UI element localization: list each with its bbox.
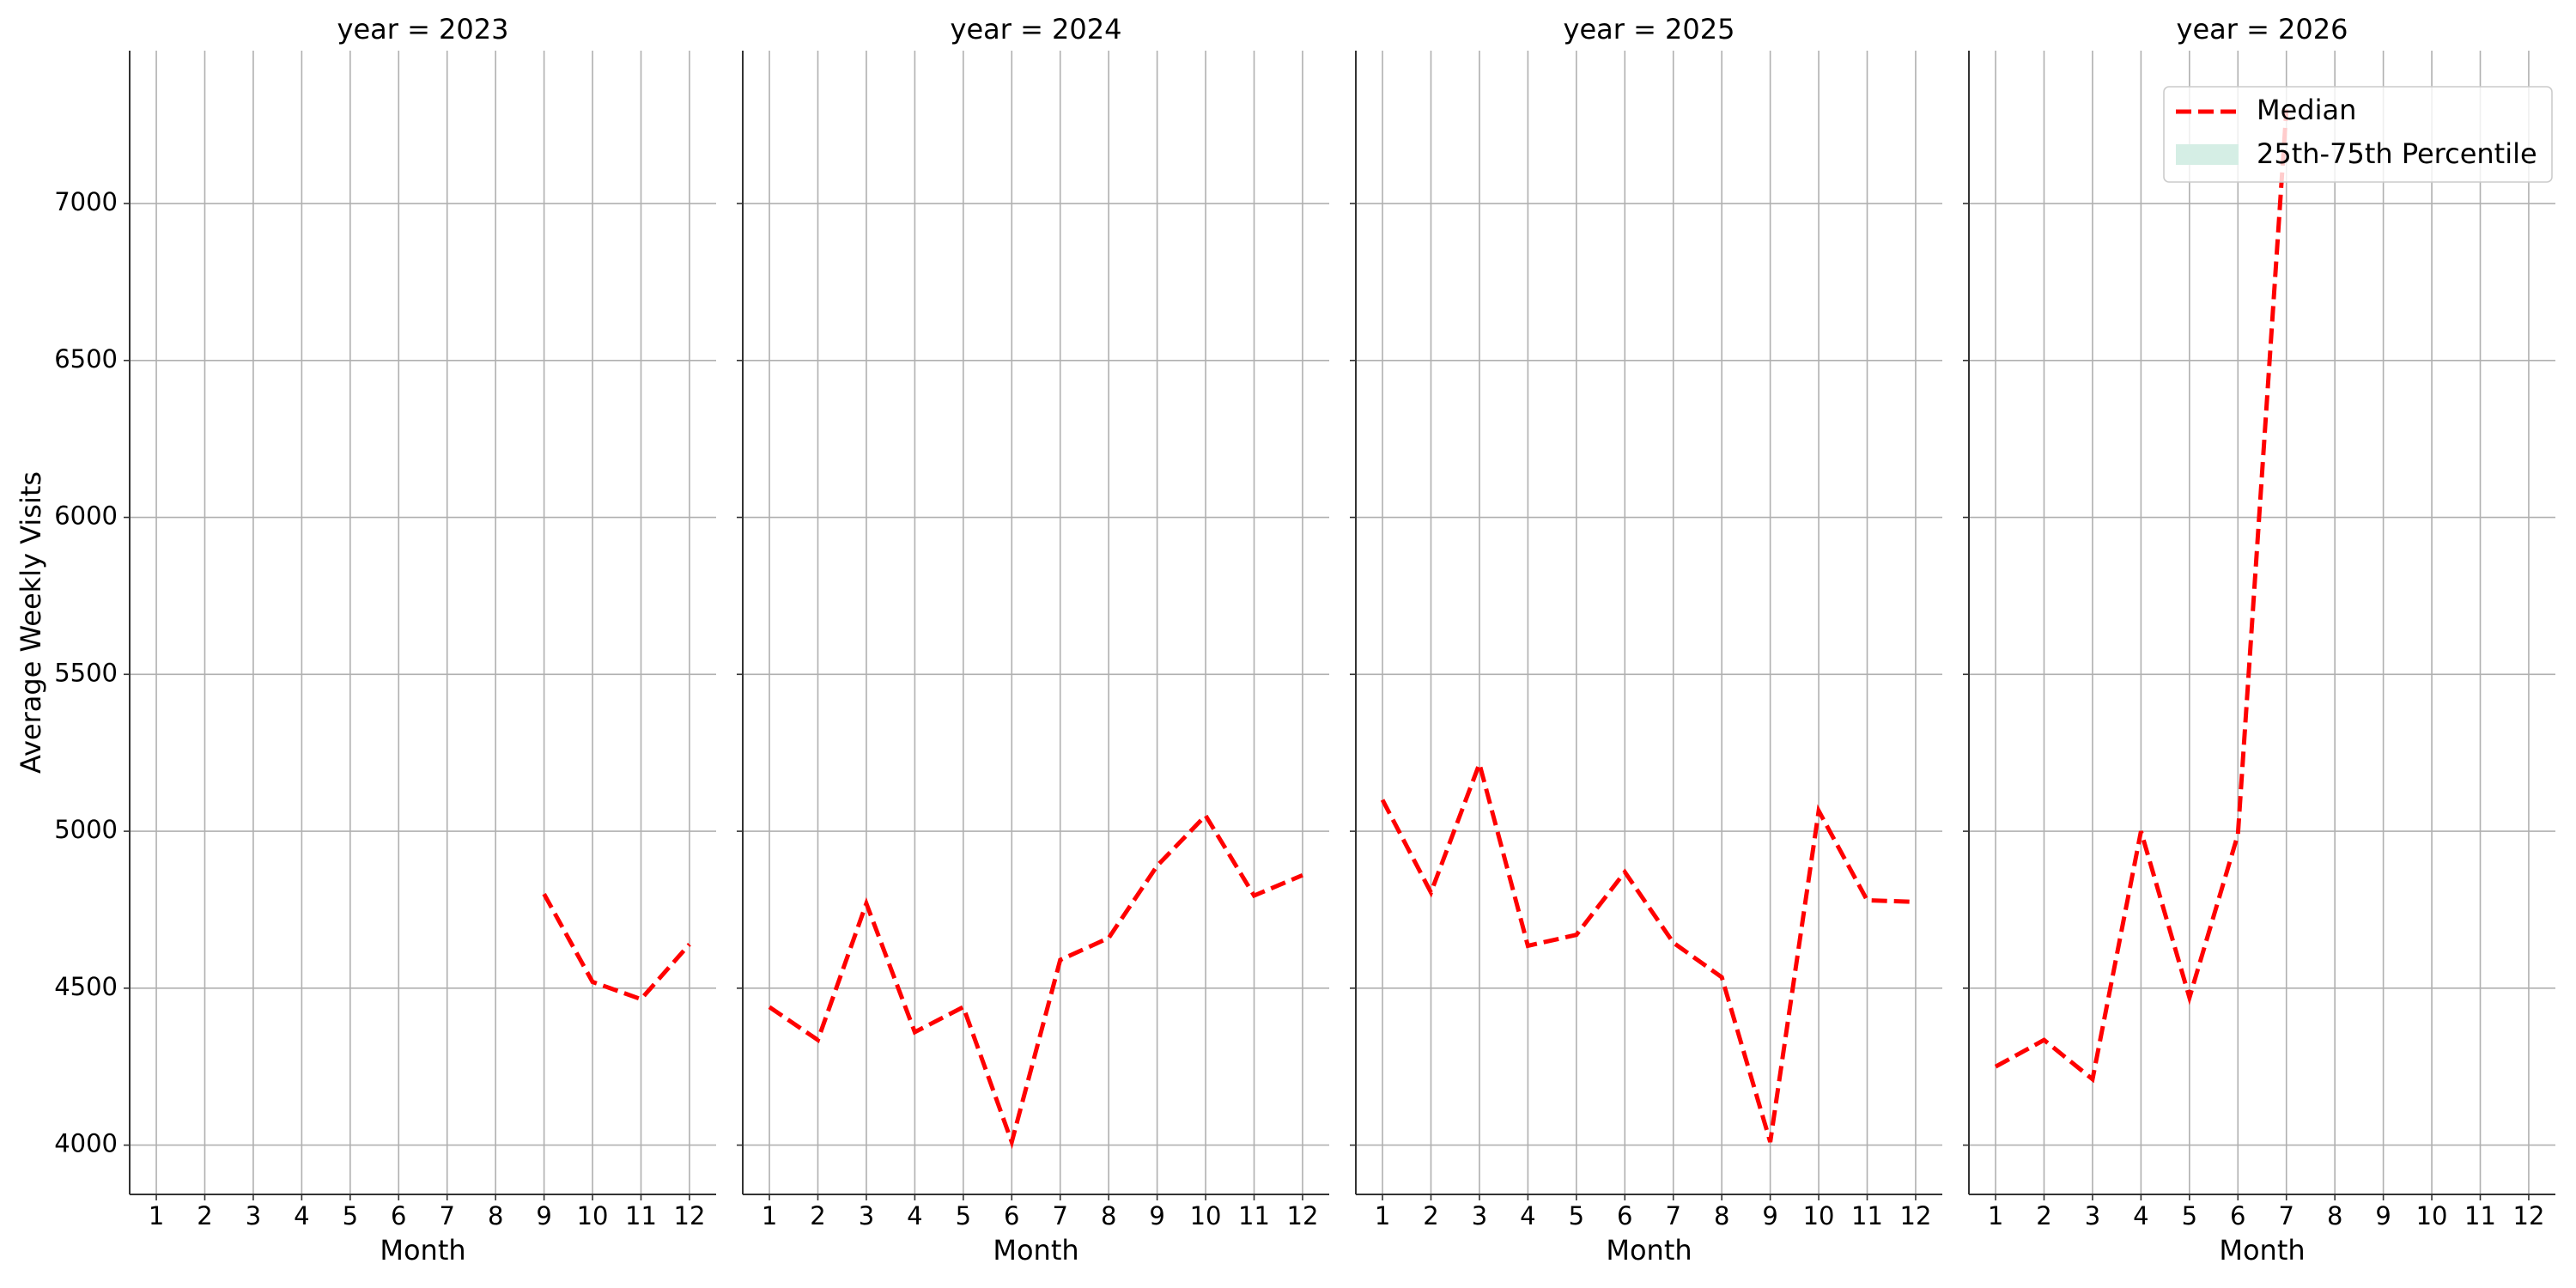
x-tick-label: 5: [1569, 1201, 1584, 1230]
x-tick-label: 12: [674, 1201, 706, 1230]
x-axis-label: Month: [380, 1234, 465, 1267]
x-tick-label: 7: [2278, 1201, 2293, 1230]
y-axis-label: Average Weekly Visits: [15, 471, 47, 774]
x-axis-label: Month: [1606, 1234, 1692, 1267]
x-tick-label: 11: [1238, 1201, 1270, 1230]
x-tick-label: 4: [907, 1201, 922, 1230]
x-tick-label: 12: [2513, 1201, 2545, 1230]
x-tick-label: 9: [536, 1201, 551, 1230]
median-line: [542, 892, 691, 1002]
x-axis-label: Month: [993, 1234, 1078, 1267]
y-tick-label: 5000: [54, 815, 118, 844]
legend-label: 25th-75th Percentile: [2257, 137, 2537, 170]
x-tick-label: 6: [1004, 1201, 1019, 1230]
panel-title: year = 2024: [951, 13, 1122, 46]
x-tick-label: 12: [1900, 1201, 1932, 1230]
legend-swatch: [2176, 144, 2239, 165]
x-tick-label: 3: [246, 1201, 261, 1230]
x-tick-label: 10: [577, 1201, 609, 1230]
y-tick-label: 5500: [54, 658, 118, 687]
x-tick-label: 10: [2416, 1201, 2448, 1230]
x-tick-label: 11: [2464, 1201, 2496, 1230]
x-tick-label: 1: [1988, 1201, 2003, 1230]
x-tick-label: 2: [197, 1201, 212, 1230]
median-line: [1380, 756, 1917, 1143]
x-tick-label: 6: [1617, 1201, 1632, 1230]
x-tick-label: 8: [1101, 1201, 1116, 1230]
y-tick-label: 6000: [54, 501, 118, 531]
x-tick-label: 12: [1287, 1201, 1319, 1230]
x-tick-label: 4: [1520, 1201, 1535, 1230]
panel-title: year = 2023: [337, 13, 509, 46]
x-tick-label: 10: [1803, 1201, 1835, 1230]
x-tick-label: 3: [2085, 1201, 2100, 1230]
x-tick-label: 7: [439, 1201, 454, 1230]
x-axis-label: Month: [2219, 1234, 2305, 1267]
x-tick-label: 5: [956, 1201, 971, 1230]
x-tick-label: 2: [2036, 1201, 2051, 1230]
x-tick-label: 5: [2182, 1201, 2197, 1230]
x-tick-label: 8: [2327, 1201, 2342, 1230]
median-line: [768, 811, 1303, 1150]
x-tick-label: 4: [2133, 1201, 2148, 1230]
x-tick-label: 2: [810, 1201, 825, 1230]
panel-title: year = 2025: [1564, 13, 1735, 46]
x-tick-label: 4: [294, 1201, 309, 1230]
x-tick-label: 5: [343, 1201, 358, 1230]
panel-title: year = 2026: [2177, 13, 2348, 46]
y-tick-label: 4500: [54, 972, 118, 1001]
x-tick-label: 6: [391, 1201, 406, 1230]
x-tick-label: 2: [1423, 1201, 1438, 1230]
x-tick-label: 1: [1375, 1201, 1390, 1230]
legend-box: [2163, 86, 2553, 183]
x-tick-label: 11: [625, 1201, 657, 1230]
x-tick-label: 7: [1052, 1201, 1067, 1230]
x-tick-label: 9: [1762, 1201, 1777, 1230]
x-tick-label: 3: [1472, 1201, 1487, 1230]
y-tick-label: 6500: [54, 344, 118, 374]
x-tick-label: 9: [2375, 1201, 2391, 1230]
x-tick-label: 8: [488, 1201, 503, 1230]
x-tick-label: 3: [859, 1201, 874, 1230]
x-tick-label: 8: [1714, 1201, 1729, 1230]
x-tick-label: 1: [149, 1201, 164, 1230]
x-tick-label: 10: [1190, 1201, 1222, 1230]
x-tick-label: 11: [1851, 1201, 1883, 1230]
x-tick-label: 6: [2230, 1201, 2245, 1230]
x-tick-label: 1: [762, 1201, 777, 1230]
legend-label: Median: [2257, 94, 2356, 126]
y-tick-label: 7000: [54, 187, 118, 216]
x-tick-label: 7: [1665, 1201, 1680, 1230]
median-line: [1994, 109, 2289, 1084]
y-tick-label: 4000: [54, 1129, 118, 1158]
x-tick-label: 9: [1149, 1201, 1164, 1230]
